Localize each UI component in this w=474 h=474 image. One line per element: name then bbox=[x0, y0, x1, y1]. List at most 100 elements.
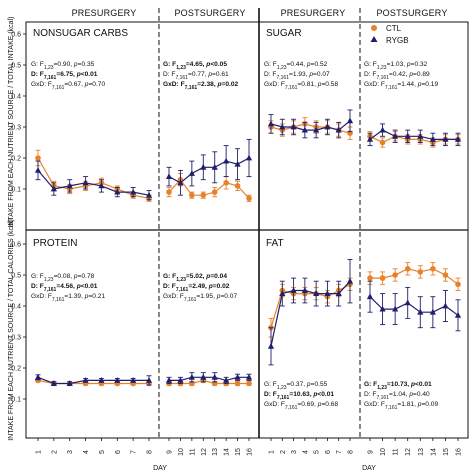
protein-rygb-pre-point bbox=[66, 380, 73, 386]
y-tick-label: 0.6 bbox=[11, 241, 21, 248]
x-tick-label: 16 bbox=[247, 448, 254, 456]
sugar-post-stat-part: 1,23 bbox=[377, 65, 387, 71]
protein-pre-stat-part: 7,161 bbox=[44, 287, 57, 293]
nonsugar-carbs-pre-stat-part: <0.01 bbox=[81, 71, 98, 78]
sugar-pre-stat-part: =0.52 bbox=[311, 61, 328, 68]
nonsugar-carbs-pre-stat-part: GxD: F bbox=[31, 81, 52, 88]
protein-post-stat-part: =2.49, bbox=[188, 283, 208, 290]
fat-pre-stat-part: =0.68 bbox=[321, 401, 338, 408]
legend-ctl-marker bbox=[371, 25, 377, 31]
nonsugar-carbs-rygb-pre-point bbox=[50, 185, 57, 192]
nonsugar-carbs-pre-stat-part: 1,23 bbox=[44, 65, 54, 71]
fat-ctl-post-point bbox=[379, 275, 386, 281]
protein-post-stat-part: =1.95, bbox=[196, 293, 216, 300]
nonsugar-carbs-post-stat-part: 7,161 bbox=[175, 75, 188, 81]
header-postsurgery-right: POSTSURGERY bbox=[376, 8, 447, 18]
fat-post-stat-part: G: F bbox=[364, 381, 377, 388]
panel-title-nonsugar-carbs: NONSUGAR CARBS bbox=[33, 28, 128, 39]
fat-pre-stat-line: D: F7,161=10.63, p<0.01 bbox=[264, 391, 334, 401]
protein-pre-stat-part: GxD: F bbox=[31, 293, 52, 300]
x-tick-label: 11 bbox=[189, 448, 196, 455]
sugar-rygb-pre-point bbox=[324, 123, 331, 130]
fat-rygb-post-point bbox=[379, 305, 386, 312]
protein-post-stat-part: p bbox=[208, 283, 213, 290]
fat-pre-stat-part: G: F bbox=[264, 381, 277, 388]
fat-rygb-post-point bbox=[429, 308, 436, 315]
nonsugar-carbs-pre-stat-part: p bbox=[73, 61, 78, 68]
nonsugar-carbs-post-stat-part: D: F bbox=[163, 71, 175, 78]
protein-pre-stat-part: =4.56, bbox=[56, 283, 76, 290]
nonsugar-carbs-ctl-post-point bbox=[246, 195, 252, 202]
fat-post-stat-part: D: F bbox=[364, 391, 376, 398]
x-tick-label: 16 bbox=[456, 448, 463, 456]
sugar-post-stat-part: =0.42, bbox=[389, 71, 409, 78]
fat-post-stat-part: =1.81, bbox=[397, 401, 417, 408]
sugar-pre-stat-part: p bbox=[308, 71, 313, 78]
fat-ctl-post-point bbox=[442, 272, 449, 278]
protein-pre-stat-part: p bbox=[76, 283, 81, 290]
fat-post-stat-part: p bbox=[417, 401, 422, 408]
fat-pre-stat-part: =0.55 bbox=[311, 381, 328, 388]
nonsugar-carbs-pre-stat-line: GxD: F7,161=0.67, p=0.70 bbox=[31, 81, 105, 91]
fat-rygb-post-point bbox=[442, 302, 449, 309]
x-axis-label-right: DAY bbox=[362, 465, 376, 472]
x-tick-label: 8 bbox=[147, 450, 154, 454]
x-tick-label: 15 bbox=[443, 448, 450, 456]
sugar-rygb-post-point bbox=[442, 136, 449, 142]
fat-pre-stat-part: p bbox=[317, 401, 322, 408]
sugar-pre-stat-line: GxD: F7,161=0.81, p=0.58 bbox=[264, 81, 338, 91]
sugar-pre-stat-part: 7,161 bbox=[276, 75, 289, 81]
sugar-post-stat-part: =1.44, bbox=[397, 81, 417, 88]
protein-pre-stat-line: D: F7,161=4.56, p<0.01 bbox=[31, 283, 98, 293]
protein-pre-stat-part: p bbox=[84, 293, 89, 300]
nonsugar-carbs-rygb-post-point bbox=[200, 163, 207, 170]
y-tick-label: 0.5 bbox=[11, 62, 21, 69]
chart-marks: 0.10.20.30.40.50.60.10.20.30.40.50.61 2 3 4… bbox=[11, 8, 469, 456]
x-tick-label: 15 bbox=[235, 448, 242, 456]
fat-ctl-post-series bbox=[367, 262, 461, 291]
nonsugar-carbs-pre-stat-part: p bbox=[84, 81, 89, 88]
nonsugar-carbs-pre-stat-part: p bbox=[76, 71, 81, 78]
fat-pre-stat-part: GxD: F bbox=[264, 401, 285, 408]
protein-post-stat-line: GxD: F7,161=1.95, p=0.07 bbox=[163, 293, 237, 303]
sugar-pre-stat-part: p bbox=[306, 61, 311, 68]
x-tick-label: 14 bbox=[224, 448, 231, 456]
x-tick-label: 5 bbox=[314, 450, 321, 454]
sugar-rygb-pre-point bbox=[335, 126, 342, 133]
protein-rygb-pre-line bbox=[37, 376, 149, 385]
nonsugar-carbs-ctl-pre-point bbox=[35, 155, 41, 161]
protein-post-stat-part: =5.02, bbox=[186, 273, 206, 280]
y-tick-label: 0.3 bbox=[11, 334, 21, 341]
protein-rygb-pre-point bbox=[98, 377, 105, 383]
protein-pre-stat-part: =0.21 bbox=[88, 293, 105, 300]
fat-rygb-post-point bbox=[366, 293, 374, 300]
sugar-pre-stat-part: GxD: F bbox=[264, 81, 285, 88]
panel-title-fat: FAT bbox=[266, 238, 284, 249]
sugar-post-stat-part: G: F bbox=[364, 61, 377, 68]
x-tick-label: 6 bbox=[115, 450, 122, 454]
fat-post-stat-part: <0.01 bbox=[415, 381, 432, 388]
protein-post-stat-part: G: F bbox=[163, 273, 176, 280]
protein-pre-stat-part: <0.01 bbox=[81, 283, 98, 290]
x-tick-label: 1 bbox=[269, 450, 276, 454]
fat-ctl-post-point bbox=[367, 275, 373, 281]
nonsugar-carbs-rygb-post-point bbox=[223, 157, 230, 164]
protein-ctl-post-point bbox=[234, 380, 241, 387]
legend-ctl-label: CTL bbox=[386, 24, 402, 33]
sugar-ctl-post-point bbox=[379, 139, 386, 146]
nonsugar-carbs-pre-stat-line: G: F1,23=0.90, p=0.35 bbox=[31, 61, 95, 71]
nonsugar-carbs-post-stat-part: 7,161 bbox=[185, 85, 198, 91]
sugar-pre-stat-part: =0.44, bbox=[287, 61, 307, 68]
protein-rygb-post-point bbox=[245, 373, 253, 380]
sugar-pre-stat-part: =1.93, bbox=[289, 71, 309, 78]
nonsugar-carbs-post-stat-part: =0.77, bbox=[188, 71, 208, 78]
protein-pre-stat-part: D: F bbox=[31, 283, 44, 290]
nonsugar-carbs-pre-stat-part: =0.35 bbox=[78, 61, 95, 68]
nonsugar-carbs-rygb-pre-point bbox=[82, 179, 89, 186]
nonsugar-carbs-ctl-post-point bbox=[189, 192, 195, 198]
protein-post-stat-line: D: F7,161=2.49, p=0.02 bbox=[163, 283, 230, 293]
fat-rygb-pre-point bbox=[324, 290, 331, 296]
protein-rygb-pre-point bbox=[114, 377, 121, 383]
sugar-post-stat-part: 7,161 bbox=[376, 75, 389, 81]
